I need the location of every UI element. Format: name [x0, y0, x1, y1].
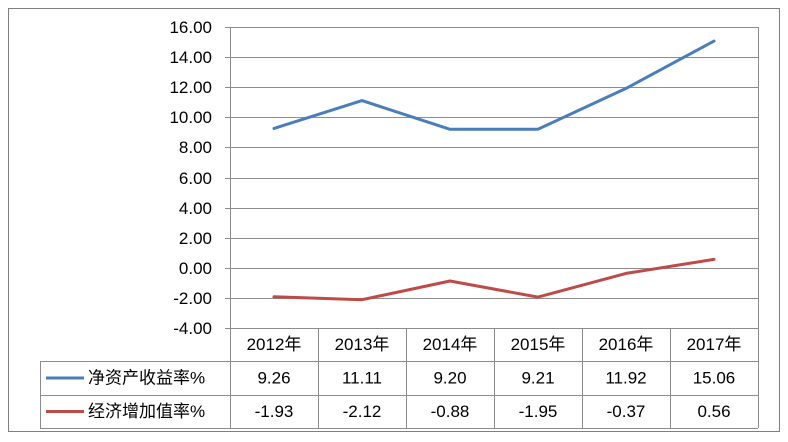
y-tick-label: 14.00	[169, 48, 212, 67]
category-label: 2015年	[511, 335, 566, 354]
category-label: 2013年	[335, 335, 390, 354]
y-tick-label: -2.00	[173, 289, 212, 308]
y-tick-label: 2.00	[179, 229, 212, 248]
y-tick-label: 0.00	[179, 259, 212, 278]
y-tick-label: 16.00	[169, 18, 212, 37]
table-value: 11.11	[342, 369, 382, 388]
table-value: 0.56	[697, 402, 730, 421]
category-label: 2012年	[247, 335, 302, 354]
y-tick-label: 8.00	[179, 138, 212, 157]
table-value: 11.92	[605, 369, 646, 388]
table-value: -0.37	[607, 402, 646, 421]
category-label: 2014年	[423, 335, 478, 354]
table-value: -1.95	[519, 402, 558, 421]
table-value: -2.12	[343, 402, 382, 421]
table-value: 15.06	[693, 369, 736, 388]
legend-label-series-0: 净资产收益率%	[88, 369, 205, 388]
y-tick-label: 4.00	[179, 199, 212, 218]
table-value: -0.88	[431, 402, 470, 421]
table-value: 9.21	[521, 369, 554, 388]
category-label: 2016年	[599, 335, 654, 354]
series-line-1	[272, 257, 716, 302]
legend-label-series-1: 经济增加值率%	[88, 402, 205, 421]
table-value: -1.93	[255, 402, 294, 421]
table-value: 9.20	[433, 369, 466, 388]
category-label: 2017年	[687, 335, 742, 354]
y-tick-label: 12.00	[169, 78, 212, 97]
table-value: 9.26	[257, 369, 290, 388]
y-tick-label: 10.00	[169, 108, 212, 127]
series-line-0	[272, 39, 716, 131]
y-tick-label: -4.00	[173, 319, 212, 338]
y-tick-label: 6.00	[179, 169, 212, 188]
